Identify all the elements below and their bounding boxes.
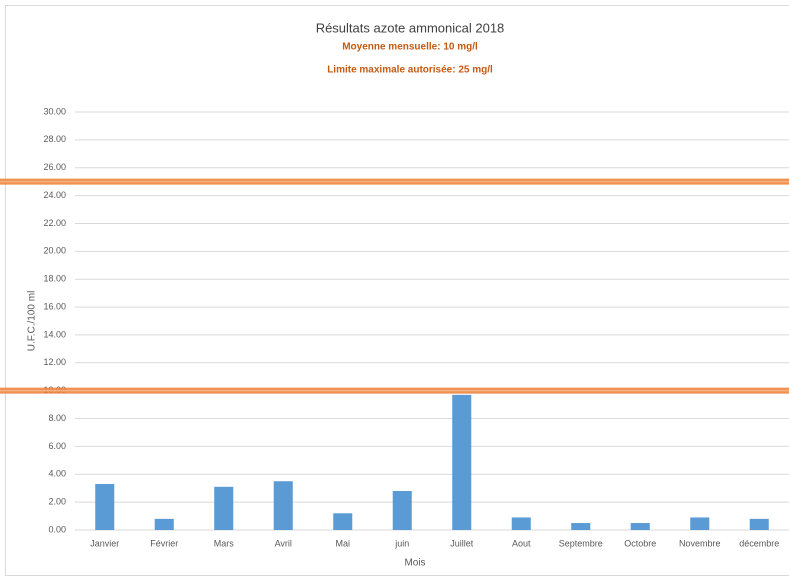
y-tick-label: 24.00 [43,190,66,200]
x-tick-label: Février [150,538,178,548]
bar [749,518,769,530]
bar [273,481,293,530]
x-tick-label: Juillet [450,538,474,548]
chart-title: Résultats azote ammonical 2018 [316,20,505,35]
y-tick-label: 8.00 [48,413,66,423]
y-tick-label: 6.00 [48,441,66,451]
chart-frame [5,5,789,576]
x-tick-label: Avril [275,538,292,548]
y-tick-label: 4.00 [48,469,66,479]
bar [214,486,234,530]
y-tick-label: 16.00 [43,301,66,311]
bar [333,513,353,530]
y-tick-label: 20.00 [43,246,66,256]
chart-subtitle: Limite maximale autorisée: 25 mg/l [327,65,493,76]
x-axis-label: Mois [404,558,425,569]
x-tick-label: Aout [512,538,531,548]
chart-subtitle: Moyenne mensuelle: 10 mg/l [342,42,478,53]
y-tick-label: 26.00 [43,162,66,172]
y-tick-label: 28.00 [43,134,66,144]
bar [511,517,531,530]
bar [690,517,710,530]
x-tick-label: Janvier [90,538,119,548]
x-tick-label: décembre [739,538,779,548]
x-tick-label: Octobre [624,538,656,548]
y-tick-label: 30.00 [43,106,66,116]
x-tick-label: Septembre [559,538,603,548]
bar [154,518,174,530]
y-tick-label: 22.00 [43,218,66,228]
y-tick-label: 18.00 [43,274,66,284]
y-axis-label: U.F.C./100 ml [27,291,38,352]
x-tick-label: Mai [335,538,350,548]
bar [452,394,472,530]
y-tick-label: 14.00 [43,329,66,339]
bar [95,484,115,530]
bar [392,490,412,530]
x-tick-label: Novembre [679,538,721,548]
y-tick-label: 0.00 [48,524,66,534]
y-tick-label: 2.00 [48,497,66,507]
bar [571,523,591,530]
x-tick-label: juin [394,538,409,548]
x-tick-label: Mars [214,538,234,548]
bar [630,523,650,530]
y-tick-label: 12.00 [43,357,66,367]
